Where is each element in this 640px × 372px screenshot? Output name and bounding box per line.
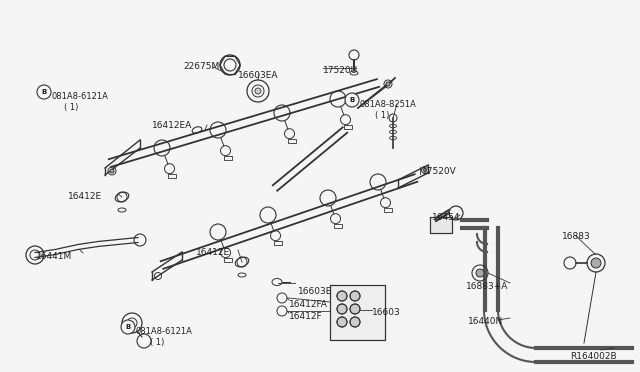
Text: 16603EA: 16603EA [238, 71, 278, 80]
Text: 081A8-8251A: 081A8-8251A [360, 100, 417, 109]
Text: 081A8-6121A: 081A8-6121A [52, 92, 109, 101]
Text: ( 1): ( 1) [150, 338, 164, 347]
Bar [330, 285, 385, 340]
Text: 22675M: 22675M [183, 62, 220, 71]
Text: 16412E: 16412E [68, 192, 102, 201]
Circle shape [37, 85, 51, 99]
Text: 16603E: 16603E [298, 287, 332, 296]
Circle shape [423, 168, 427, 172]
Text: 17520V: 17520V [422, 167, 457, 176]
Text: 17520U: 17520U [323, 66, 358, 75]
Circle shape [110, 169, 114, 173]
Text: 16883+A: 16883+A [466, 282, 508, 291]
Text: 16412F: 16412F [289, 312, 323, 321]
Text: 16412FA: 16412FA [289, 300, 328, 309]
Circle shape [337, 304, 347, 314]
Text: 16441M: 16441M [36, 252, 72, 261]
Text: B: B [125, 324, 131, 330]
Bar [330, 285, 385, 340]
Bar [430, 217, 452, 233]
Text: 16440N: 16440N [468, 317, 503, 326]
Bar [168, 174, 176, 178]
Circle shape [350, 304, 360, 314]
Circle shape [337, 291, 347, 301]
Text: 16603: 16603 [372, 308, 401, 317]
Circle shape [476, 269, 484, 277]
Text: ( 1): ( 1) [64, 103, 78, 112]
Bar [224, 156, 232, 160]
Circle shape [350, 317, 360, 327]
Text: 16883: 16883 [562, 232, 591, 241]
Text: R164002B: R164002B [570, 352, 616, 361]
Text: 16412E: 16412E [196, 248, 230, 257]
Bar [288, 139, 296, 143]
Text: 16454: 16454 [432, 213, 461, 222]
Text: B: B [349, 97, 355, 103]
Circle shape [337, 317, 347, 327]
Text: B: B [42, 89, 47, 95]
Text: 16412EA: 16412EA [152, 121, 192, 130]
Bar [275, 241, 282, 245]
Text: 081A8-6121A: 081A8-6121A [136, 327, 193, 336]
Bar [384, 208, 392, 212]
Circle shape [255, 88, 261, 94]
Circle shape [350, 291, 360, 301]
Circle shape [591, 258, 601, 268]
Circle shape [345, 93, 359, 107]
Bar [334, 224, 342, 228]
Circle shape [386, 82, 390, 86]
Bar [224, 258, 232, 262]
Text: ( 1): ( 1) [375, 111, 389, 120]
Bar [430, 217, 452, 233]
Circle shape [121, 320, 135, 334]
Bar [344, 125, 352, 129]
